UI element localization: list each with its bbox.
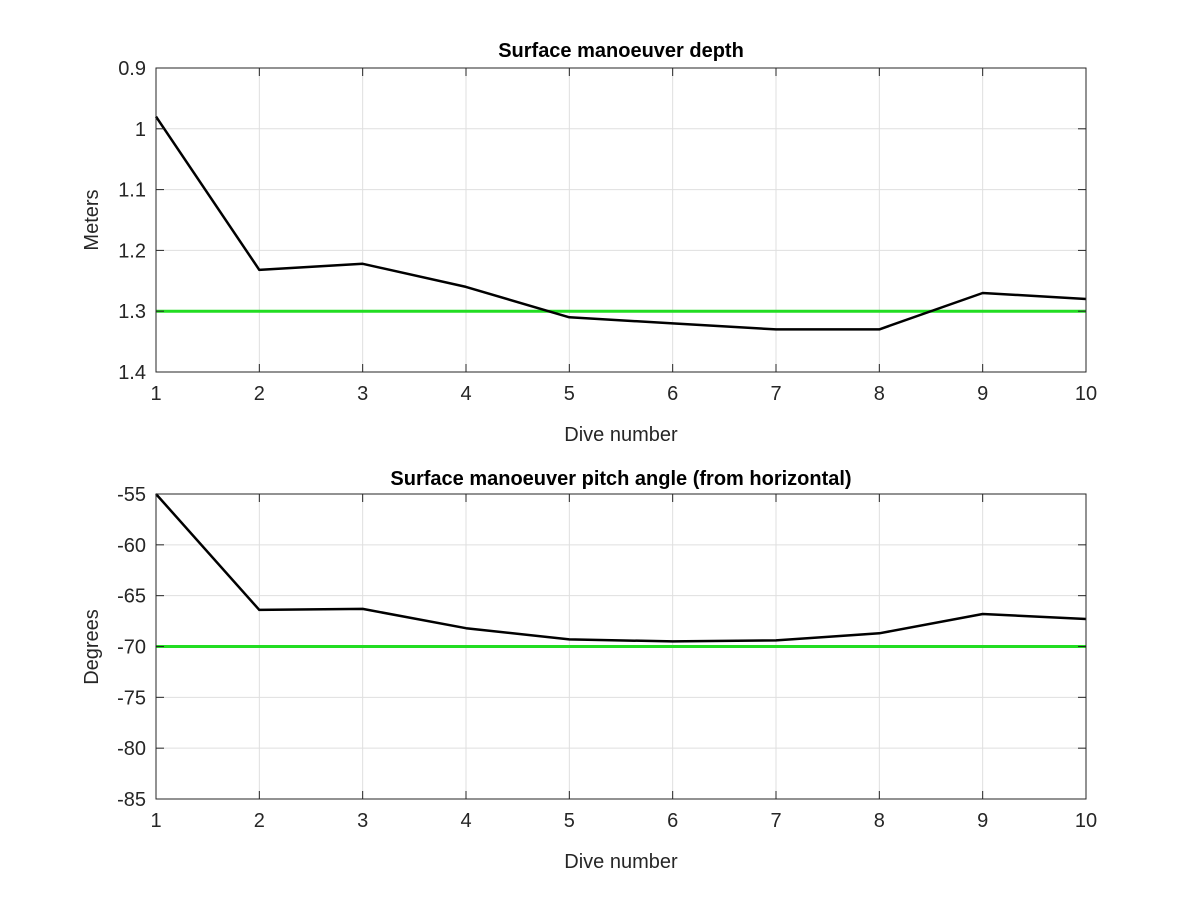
pitch-x-tick-label: 10 [1075,810,1097,832]
depth-y-tick-label: 1.4 [118,362,146,384]
depth-ticks: 1 2 3 4 5 6 7 8 9 10 0.9 1 1.1 1.2 1.3 1.4 [118,58,1097,405]
pitch-ticks: 1 2 3 4 5 6 7 8 9 10 -85 -80 -75 -70 -65 -60 -55 [117,484,1097,832]
pitch-series-line [155,493,1087,643]
depth-x-tick-label: 2 [254,383,265,405]
depth-plot-area [156,68,1086,372]
pitch-y-tick-label: -80 [117,738,146,760]
depth-chart-title: Surface manoeuver depth [498,40,744,62]
pitch-chart-title: Surface manoeuver pitch angle (from hori… [390,468,851,490]
depth-x-tick-label: 7 [770,383,781,405]
depth-x-tick-label: 4 [460,383,471,405]
depth-x-tick-label: 8 [874,383,885,405]
depth-y-tick-label: 1.3 [118,301,146,323]
depth-y-tick-label: 0.9 [118,58,146,80]
depth-x-tick-label: 9 [977,383,988,405]
pitch-x-tick-label: 1 [150,810,161,832]
pitch-chart: 1 2 3 4 5 6 7 8 9 10 -85 -80 -75 -70 -65 -60 -55 Surface… [81,468,1097,873]
depth-chart: 1 2 3 4 5 6 7 8 9 10 0.9 1 1.1 1.2 1.3 1.4 Surface mano… [81,40,1097,446]
depth-x-tick-label: 1 [150,383,161,405]
depth-series-line [154,115,1087,331]
depth-y-axis-label: Meters [81,189,103,250]
pitch-x-tick-label: 5 [564,810,575,832]
pitch-x-tick-label: 6 [667,810,678,832]
depth-y-tick-label: 1 [135,119,146,141]
depth-x-tick-label: 6 [667,383,678,405]
depth-x-tick-label: 10 [1075,383,1097,405]
pitch-x-tick-label: 7 [770,810,781,832]
pitch-y-tick-label: -55 [117,484,146,506]
pitch-x-axis-label: Dive number [564,851,678,873]
depth-x-tick-label: 3 [357,383,368,405]
pitch-x-tick-label: 9 [977,810,988,832]
pitch-y-axis-label: Degrees [81,609,103,685]
depth-axes-box [155,67,1087,373]
pitch-y-tick-label: -75 [117,687,146,709]
depth-x-tick-label: 5 [564,383,575,405]
pitch-series-layer [155,493,1087,643]
pitch-x-tick-label: 8 [874,810,885,832]
pitch-y-tick-label: -85 [117,789,146,811]
pitch-x-tick-label: 4 [460,810,471,832]
depth-y-tick-label: 1.1 [118,180,146,202]
pitch-y-tick-label: -65 [117,586,146,608]
pitch-y-tick-label: -60 [117,535,146,557]
depth-x-axis-label: Dive number [564,424,678,446]
pitch-x-tick-label: 2 [254,810,265,832]
depth-y-tick-label: 1.2 [118,240,146,262]
pitch-y-tick-label: -70 [117,637,146,659]
pitch-x-tick-label: 3 [357,810,368,832]
